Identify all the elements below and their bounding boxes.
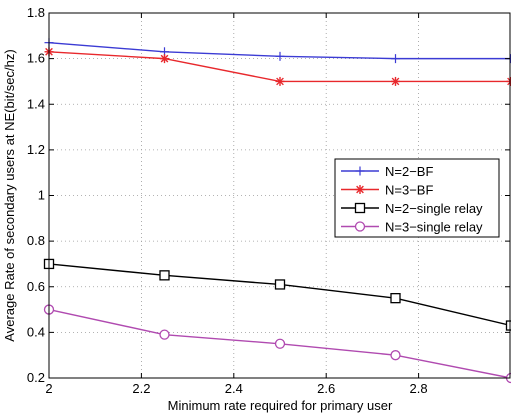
data-point-series-2 [506,76,511,86]
legend-swatch-marker [354,221,366,232]
data-point-series-3 [505,320,511,331]
data-point-series-1 [275,51,285,61]
legend-swatch-marker [355,185,365,194]
x-axis-label: Minimum rate required for primary user [168,398,393,413]
axis-ticks: 2 2.2 2.4 2.6 2.8 0.2 0.4 0.6 0.8 1 1.2 1.4 1.6 1.8 [27,5,510,396]
data-point-series-3 [390,293,401,304]
x-tick-label: 2.6 [317,381,335,396]
data-point-series-3 [274,279,286,290]
y-tick-label: 1.4 [27,96,45,111]
data-point-series-1 [391,54,400,64]
x-tick-label: 2 [45,381,52,396]
x-tick-label: 2.4 [225,381,243,396]
x-tick-label: 2.2 [132,381,150,396]
series-layer [43,38,511,384]
y-tick-label: 0.2 [27,370,45,385]
data-point-series-2 [275,76,285,86]
legend-label: N=3−BF [385,183,433,198]
data-point-series-4 [159,329,170,340]
y-tick-label: 0.4 [27,324,45,339]
legend-swatch-marker [354,202,366,214]
data-point-series-4 [274,338,286,349]
legend-label: N=2−BF [385,164,433,179]
legend: N=2−BF N=3−BF N=2−single relay N=3−single r… [334,158,500,238]
y-tick-label: 1.6 [27,51,45,66]
y-axis-label: Average Rate of secondary users at NE(bi… [2,49,17,341]
y-tick-label: 0.8 [27,233,45,248]
x-tick-label: 2.8 [410,381,428,396]
data-point-series-2 [391,76,400,86]
y-tick-label: 1.2 [27,142,45,157]
legend-label: N=2−single relay [385,201,483,216]
series-line-3 [48,263,511,327]
y-tick-label: 1 [38,188,45,203]
legend-label: N=3−single relay [385,220,483,235]
legend-swatch-marker [355,166,365,176]
data-point-series-4 [390,350,401,361]
data-point-series-3 [159,270,170,281]
y-tick-label: 1.8 [27,5,45,20]
y-tick-label: 0.6 [27,279,45,294]
data-point-series-2 [160,54,169,64]
